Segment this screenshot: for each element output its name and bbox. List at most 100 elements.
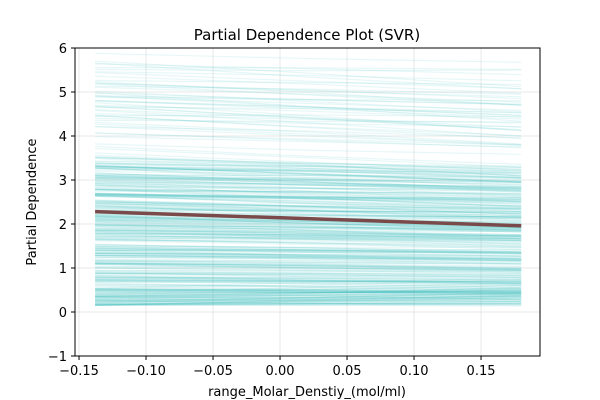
ice-line-344 <box>95 204 522 222</box>
ice-line-89 <box>95 223 522 238</box>
ice-line-232 <box>95 263 522 267</box>
ice-line-29 <box>95 176 522 190</box>
ice-line-70 <box>95 275 522 285</box>
ice-line-204 <box>95 75 522 94</box>
ice-line-393 <box>95 259 522 263</box>
ice-line-160 <box>95 291 522 294</box>
ice-line-343 <box>95 234 522 242</box>
ice-line-324 <box>95 160 522 170</box>
ice-line-360 <box>95 52 522 63</box>
ice-line-337 <box>95 63 522 76</box>
ice-line-262 <box>95 303 522 306</box>
ice-line-56 <box>95 215 522 231</box>
ice-line-415 <box>95 179 522 197</box>
ice-line-252 <box>95 260 522 264</box>
ice-line-356 <box>95 262 522 272</box>
ice-line-138 <box>95 246 522 253</box>
ice-line-286 <box>95 286 522 298</box>
ice-line-394 <box>95 299 522 304</box>
ice-line-248 <box>95 125 522 139</box>
ice-line-211 <box>95 201 522 213</box>
ice-line-46 <box>95 253 522 259</box>
ice-line-287 <box>95 178 522 190</box>
y-tick-label-0: −1 <box>48 350 67 365</box>
ice-line-38 <box>95 271 522 276</box>
ice-line-84 <box>95 273 522 277</box>
ice-line-109 <box>95 287 522 297</box>
ice-line-237 <box>95 219 522 230</box>
ice-line-224 <box>95 238 522 251</box>
ice-line-65 <box>95 192 522 202</box>
ice-line-274 <box>95 125 522 146</box>
ice-line-246 <box>95 119 522 123</box>
ice-line-175 <box>95 224 522 231</box>
ice-line-7 <box>95 201 522 208</box>
ice-line-14 <box>95 252 522 258</box>
ice-line-342 <box>95 96 522 105</box>
ice-line-92 <box>95 166 522 177</box>
ice-line-1 <box>95 289 522 293</box>
ice-line-122 <box>95 220 522 233</box>
ice-line-148 <box>95 284 522 288</box>
ice-line-10 <box>95 279 522 284</box>
ice-line-145 <box>95 295 522 304</box>
y-axis-ticks: −1 0 1 2 3 4 5 6 <box>48 42 75 365</box>
ice-line-34 <box>95 189 522 197</box>
ice-line-225 <box>95 224 522 237</box>
ice-line-191 <box>95 148 522 168</box>
plot-frame <box>74 47 541 357</box>
ice-line-278 <box>95 297 522 306</box>
ice-line-240 <box>95 232 522 238</box>
ice-line-156 <box>95 204 522 211</box>
ice-line-102 <box>95 232 522 238</box>
ice-line-267 <box>95 289 522 300</box>
ice-line-100 <box>95 192 522 207</box>
ice-line-146 <box>95 218 522 228</box>
ice-line-351 <box>95 300 522 305</box>
ice-line-275 <box>95 252 522 261</box>
ice-line-320 <box>95 243 522 254</box>
ice-line-6 <box>95 291 522 295</box>
ice-line-64 <box>95 156 522 169</box>
ice-line-358 <box>95 185 522 203</box>
ice-line-251 <box>95 257 522 260</box>
ice-line-258 <box>95 193 522 204</box>
ice-line-189 <box>95 165 522 182</box>
ice-line-176 <box>95 279 522 289</box>
ice-line-4 <box>95 205 522 215</box>
ice-line-151 <box>95 295 522 299</box>
ice-line-132 <box>95 199 522 219</box>
x-tick-label-5: 0.10 <box>400 364 429 379</box>
ice-line-401 <box>95 165 522 180</box>
ice-line-9 <box>95 229 522 233</box>
ice-line-18 <box>95 215 522 228</box>
ice-line-266 <box>95 174 522 178</box>
ice-line-335 <box>95 229 522 240</box>
chart-title: Partial Dependence Plot (SVR) <box>194 26 420 44</box>
ice-line-24 <box>95 245 522 251</box>
ice-line-220 <box>95 280 522 283</box>
ice-line-245 <box>95 194 522 203</box>
ice-line-67 <box>95 184 522 193</box>
ice-line-131 <box>95 81 522 106</box>
ice-line-296 <box>95 302 522 306</box>
ice-line-228 <box>95 207 522 217</box>
ice-line-203 <box>95 224 522 239</box>
ice-line-378 <box>95 287 522 290</box>
ice-line-221 <box>95 230 522 240</box>
ice-line-196 <box>95 288 522 294</box>
ice-line-294 <box>95 202 522 221</box>
ice-line-238 <box>95 247 522 255</box>
ice-line-414 <box>95 164 522 183</box>
ice-line-88 <box>95 203 522 214</box>
ice-line-412 <box>95 249 522 257</box>
ice-line-235 <box>95 292 522 305</box>
ice-line-298 <box>95 289 522 293</box>
ice-line-277 <box>95 174 522 190</box>
ice-line-208 <box>95 83 522 106</box>
ice-line-37 <box>95 231 522 239</box>
ice-line-0 <box>95 272 522 275</box>
ice-line-350 <box>95 85 522 95</box>
x-tick-label-6: 0.15 <box>467 364 496 379</box>
